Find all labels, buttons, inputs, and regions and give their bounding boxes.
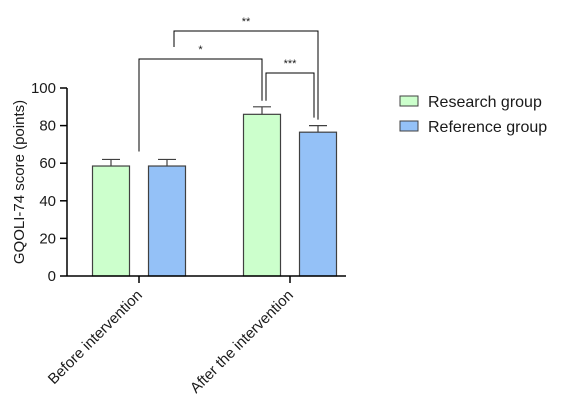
bar	[242, 113, 282, 277]
bars	[91, 106, 338, 277]
y-tick-label: 60	[39, 155, 56, 172]
legend-swatch	[399, 120, 419, 132]
legend-label: Reference group	[428, 119, 547, 136]
bar	[298, 131, 338, 277]
y-tick-label: 20	[39, 230, 56, 247]
y-axis: 0 20 40 60 80 100	[31, 80, 68, 285]
significance-label: **	[242, 16, 251, 28]
significance-label: ***	[284, 58, 298, 70]
x-tick-label: Before intervention	[45, 287, 146, 388]
significance-bracket	[138, 58, 263, 152]
significance-bracket	[265, 72, 315, 118]
y-tick-label: 0	[48, 268, 56, 285]
y-tick-label: 80	[39, 118, 56, 135]
significance-brackets: ******	[138, 16, 319, 152]
legend-swatch	[399, 95, 419, 107]
bar	[147, 165, 187, 277]
legend: Research group Reference group	[399, 94, 547, 136]
legend-label: Research group	[428, 94, 542, 111]
x-axis: Before intervention After the interventio…	[45, 275, 346, 397]
significance-bracket	[173, 30, 319, 120]
significance-label: *	[198, 44, 203, 56]
y-tick-label: 40	[39, 193, 56, 210]
bar	[91, 165, 131, 277]
y-tick-label: 100	[31, 80, 56, 97]
y-axis-title: GQOLI-74 score (points)	[11, 100, 28, 264]
x-tick-label: After the intervention	[187, 287, 297, 397]
